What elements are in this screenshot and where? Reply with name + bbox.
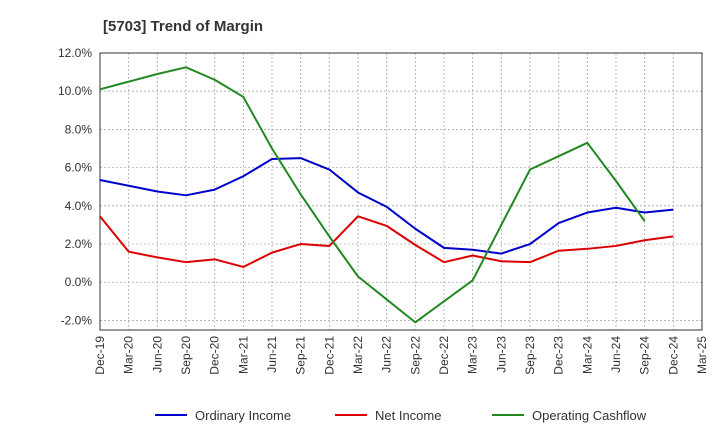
series-line-1 (99, 215, 674, 268)
x-tick-label: Dec-21 (322, 336, 336, 375)
x-tick-label: Mar-20 (122, 336, 136, 374)
chart-title: [5703] Trend of Margin (103, 18, 263, 35)
x-tick-label: Jun-24 (609, 336, 623, 373)
grid-lines (99, 52, 703, 330)
x-tick-label: Sep-22 (408, 336, 422, 375)
plot-area (99, 52, 703, 331)
x-tick-label: Mar-23 (466, 336, 480, 374)
x-tick-label: Dec-22 (437, 336, 451, 375)
x-tick-label: Dec-23 (552, 336, 566, 375)
legend-label: Net Income (375, 408, 441, 423)
x-tick-label: Jun-20 (150, 336, 164, 373)
y-tick-label: 10.0% (58, 84, 92, 98)
y-tick-label: 2.0% (65, 237, 93, 251)
x-tick-label: Dec-24 (666, 336, 680, 375)
x-tick-label: Jun-21 (265, 336, 279, 373)
y-tick-label: -2.0% (61, 313, 93, 327)
legend-label: Operating Cashflow (532, 408, 647, 423)
series-line-2 (99, 66, 646, 324)
x-tick-label: Mar-24 (580, 336, 594, 374)
series-lines (99, 66, 674, 324)
x-tick-label: Sep-20 (179, 336, 193, 375)
x-tick-label: Sep-24 (638, 336, 652, 375)
legend-label: Ordinary Income (195, 408, 291, 423)
y-tick-label: 0.0% (65, 275, 93, 289)
x-tick-label: Sep-21 (294, 336, 308, 375)
y-tick-label: 12.0% (58, 46, 92, 60)
x-tick-label: Jun-23 (494, 336, 508, 373)
x-tick-label: Mar-22 (351, 336, 365, 374)
y-axis-ticks: -2.0% 0.0% 2.0% 4.0% 6.0% 8.0% 10.0% 12.0% (58, 46, 92, 327)
x-axis-ticks: Dec-19 Mar-20 Jun-20 Sep-20 Dec-20 Mar-21 Jun-… (93, 336, 709, 375)
x-tick-label: Sep-23 (523, 336, 537, 375)
x-tick-label: Mar-21 (236, 336, 250, 374)
y-tick-label: 6.0% (65, 161, 93, 175)
x-tick-label: Dec-20 (208, 336, 222, 375)
series-line-0 (99, 157, 674, 255)
x-tick-label: Dec-19 (93, 336, 107, 375)
legend: Ordinary Income Net Income Operating Cashf… (155, 408, 647, 423)
y-tick-label: 4.0% (65, 199, 93, 213)
x-tick-label: Jun-22 (380, 336, 394, 373)
x-tick-label: Mar-25 (695, 336, 709, 374)
y-tick-label: 8.0% (65, 122, 93, 136)
